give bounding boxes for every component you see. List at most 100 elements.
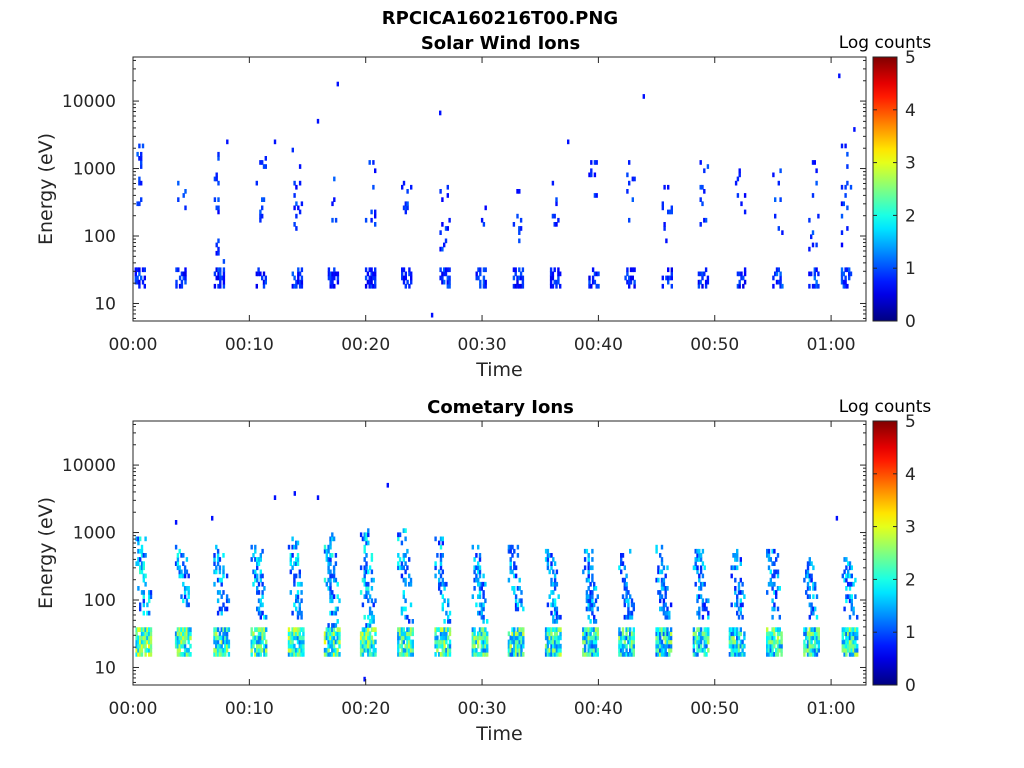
data-pixel [846,205,849,211]
data-pixel [806,565,810,571]
data-pixel [295,544,298,550]
colorbar-label: Log counts [839,33,932,53]
data-pixel [810,643,813,649]
data-pixel [803,643,806,649]
data-pixel [408,631,411,637]
data-pixel [587,635,590,641]
data-pixel [552,569,555,575]
data-pixel [664,586,667,591]
data-pixel [257,598,261,604]
data-pixel [621,643,625,649]
data-pixel [401,275,404,281]
data-pixel [329,569,332,575]
data-pixel [657,652,660,657]
data-pixel [625,581,628,587]
data-pixel [135,631,138,637]
data-pixel [404,536,407,542]
data-pixel [513,635,516,641]
data-pixel [265,627,268,632]
data-pixel [846,267,849,273]
data-pixel [410,184,413,190]
data-pixel [621,647,625,653]
data-pixel [593,652,596,657]
data-pixel [291,610,294,616]
data-pixel [148,627,151,632]
data-pixel [840,230,844,235]
data-pixel [298,639,301,645]
data-pixel [779,279,782,285]
data-pixel [841,647,844,653]
data-pixel [363,573,366,579]
data-pixel [296,598,300,604]
data-pixel [630,614,634,620]
data-pixel [289,639,292,645]
data-pixel [728,652,732,657]
data-pixel [775,569,778,575]
data-pixel [840,279,844,285]
data-pixel [627,602,630,608]
data-pixel [736,176,740,182]
data-pixel [397,643,400,649]
data-pixel [409,647,413,653]
data-pixel [225,598,229,604]
data-pixel [808,643,811,649]
data-pixel [511,586,514,591]
data-pixel [178,573,181,579]
data-pixel [843,569,846,575]
data-pixel [302,643,305,649]
data-pixel [628,283,631,289]
data-pixel [327,627,330,632]
data-pixel [257,647,261,653]
data-pixel [620,557,623,562]
data-pixel [287,652,291,657]
data-pixel [669,602,673,608]
data-pixel [620,652,623,657]
data-pixel [736,647,739,653]
data-pixel [557,627,560,632]
data-pixel [216,553,220,558]
data-pixel [480,639,483,645]
data-pixel [553,610,557,616]
data-pixel [588,275,591,281]
data-pixel [471,627,474,632]
data-pixel [594,643,598,649]
data-pixel [480,602,483,608]
data-pixel [662,586,666,591]
data-pixel [593,619,596,624]
data-pixel [509,544,512,550]
data-pixel [667,209,670,215]
data-pixel [137,639,140,645]
data-pixel [256,573,259,579]
data-pixel [706,275,710,281]
data-pixel [336,81,339,87]
data-pixel [338,631,341,637]
data-pixel [518,238,521,244]
data-pixel [140,643,144,649]
data-pixel [142,594,145,599]
data-pixel [368,619,372,624]
data-pixel [854,647,857,653]
data-pixel [183,652,187,657]
data-pixel [773,590,776,595]
data-pixel [591,557,594,562]
data-pixel [670,205,673,211]
data-pixel [144,643,147,649]
data-pixel [473,565,476,571]
data-pixel [302,652,305,657]
data-pixel [471,652,474,657]
data-pixel [255,180,258,186]
data-pixel [696,569,699,575]
data-pixel [222,627,225,632]
data-pixel [589,602,592,608]
data-pixel [139,569,142,575]
data-pixel [478,610,482,616]
data-pixel [363,639,366,645]
data-pixel [817,627,820,632]
data-pixel [662,606,666,612]
data-pixel [626,271,629,277]
data-pixel [296,652,300,657]
data-pixel [180,553,183,558]
data-pixel [507,548,511,554]
data-pixel [630,598,634,604]
